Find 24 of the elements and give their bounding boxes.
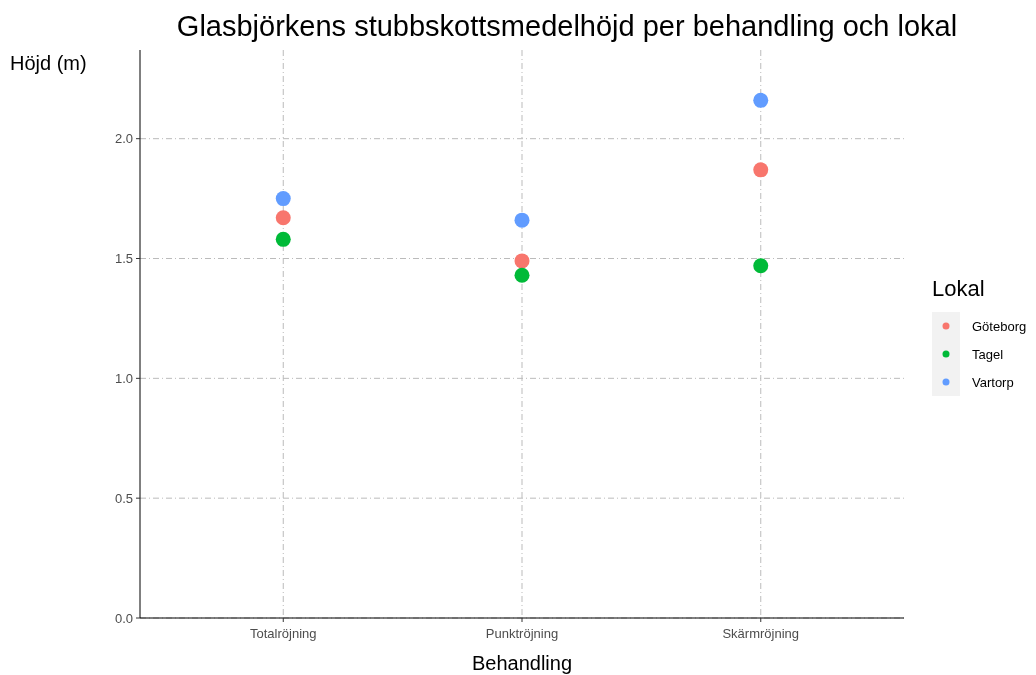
legend-title: Lokal <box>932 276 985 301</box>
x-tick-label: Skärmröjning <box>722 626 800 641</box>
point <box>275 191 291 207</box>
y-tick-label: 1.5 <box>114 251 133 267</box>
y-axis-title: Höjd (m) <box>10 52 87 74</box>
point <box>275 210 291 226</box>
y-tick-label: 1.0 <box>114 370 133 386</box>
point <box>753 162 769 178</box>
point <box>275 231 291 247</box>
point <box>753 92 769 108</box>
x-tick-label: Punktröjning <box>485 626 559 641</box>
chart-title: Glasbjörkens stubbskottsmedelhöjd per behandling och lokal <box>176 10 958 42</box>
legend-label: Vartorp <box>972 374 1014 390</box>
legend-label: Tagel <box>972 346 1004 362</box>
legend-label: Göteborg <box>972 318 1027 334</box>
y-tick-label: 0.5 <box>114 490 133 506</box>
y-tick-label: 2.0 <box>114 131 133 147</box>
point <box>753 258 769 274</box>
point <box>514 253 530 269</box>
point <box>514 212 530 228</box>
point <box>514 267 530 283</box>
x-tick-label: Totalröjning <box>250 626 317 641</box>
y-tick-label: 0.0 <box>114 610 133 626</box>
x-axis-title: Behandling <box>471 652 573 674</box>
